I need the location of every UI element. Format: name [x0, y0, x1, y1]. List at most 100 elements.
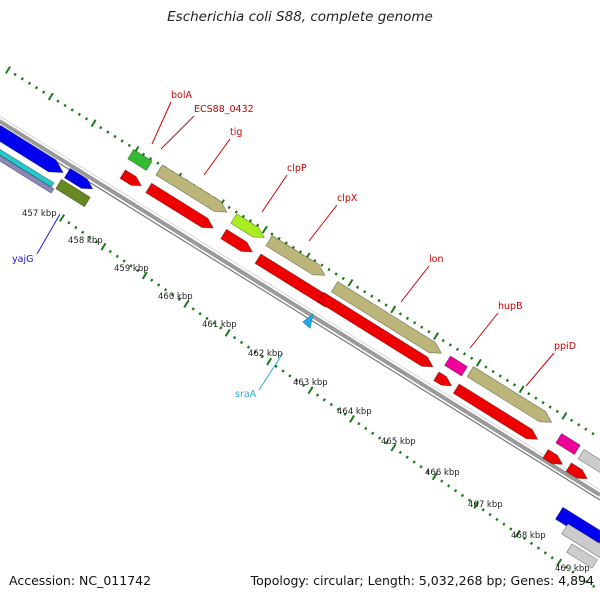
kbp-label: 461 kbp	[202, 320, 237, 330]
accession-text: Accession: NC_011742	[9, 573, 152, 588]
minor-tick	[34, 86, 39, 90]
cds-arrow	[317, 291, 434, 368]
minor-tick	[84, 117, 89, 121]
leader-line-lon	[400, 265, 430, 303]
cds-arrow	[119, 169, 142, 187]
minor-tick	[502, 522, 506, 526]
minor-tick	[281, 369, 285, 373]
cds-arrow-bolA	[127, 149, 153, 171]
cds-arrow	[220, 228, 253, 253]
leader-line-ECS88_0432	[160, 115, 195, 150]
minor-tick	[42, 90, 46, 94]
cds-arrow-clpX	[265, 235, 326, 276]
major-tick	[390, 443, 397, 452]
minor-tick	[413, 321, 417, 325]
minor-tick	[70, 108, 74, 112]
minor-tick	[108, 249, 112, 254]
minor-tick	[571, 570, 575, 574]
minor-tick	[577, 423, 581, 427]
minor-tick	[99, 125, 103, 130]
minor-tick	[122, 259, 126, 263]
minor-tick	[529, 541, 534, 546]
major-tick	[433, 332, 440, 341]
major-tick	[266, 357, 273, 366]
minor-tick	[495, 517, 499, 522]
minor-tick	[343, 412, 347, 416]
minor-tick	[467, 498, 471, 502]
minor-tick	[320, 263, 324, 267]
minor-tick	[419, 465, 423, 469]
minor-tick	[548, 405, 552, 409]
kbp-label: 464 kbp	[337, 407, 372, 417]
major-tick	[431, 472, 438, 481]
minor-tick	[74, 225, 78, 230]
minor-tick	[248, 219, 253, 223]
leader-line-yajG	[36, 213, 61, 255]
minor-tick	[585, 579, 589, 584]
minor-tick	[256, 223, 260, 227]
minor-tick	[191, 307, 195, 311]
major-tick	[224, 328, 231, 337]
kbp-label: 468 kbp	[511, 531, 546, 541]
minor-tick	[440, 479, 444, 483]
kbp-label: 469 kbp	[555, 564, 590, 574]
minor-tick	[592, 584, 596, 589]
minor-tick	[512, 383, 517, 387]
minor-tick	[87, 235, 92, 239]
minor-tick	[322, 398, 326, 402]
minor-tick	[398, 312, 402, 316]
minor-tick	[377, 436, 382, 440]
leader-line-hupB	[469, 312, 499, 349]
cds-arrow-ppiD	[466, 366, 553, 423]
minor-tick	[522, 536, 527, 541]
minor-tick	[274, 364, 278, 368]
minor-tick	[298, 250, 303, 254]
gene-label-ECS88_0432: ECS88_0432	[194, 104, 254, 115]
major-tick	[261, 225, 268, 234]
minor-tick	[455, 347, 460, 352]
minor-tick	[315, 393, 320, 397]
minor-tick	[232, 335, 237, 340]
gene-label-lon: lon	[429, 254, 443, 265]
minor-tick	[536, 546, 541, 550]
minor-tick	[591, 431, 595, 436]
leader-line-clpP	[261, 174, 288, 213]
minor-tick	[327, 267, 331, 272]
gene-label-clpP: clpP	[287, 163, 307, 174]
minor-tick	[534, 396, 538, 400]
cds-arrow-hupB	[444, 355, 468, 377]
kbp-label: 459 kbp	[114, 264, 149, 274]
feature-tracks	[0, 125, 600, 569]
gene-label-tig: tig	[230, 127, 242, 138]
minor-tick	[426, 469, 430, 474]
major-tick	[47, 92, 54, 101]
cds-arrow-clpP	[230, 213, 265, 238]
minor-tick	[67, 221, 71, 225]
gene-label-hupB: hupB	[498, 301, 523, 312]
minor-tick	[543, 551, 547, 555]
minor-tick	[384, 441, 389, 445]
minor-tick	[441, 338, 445, 343]
kbp-label: 467 kbp	[468, 500, 503, 510]
minor-tick	[412, 460, 416, 464]
cds-arrow	[452, 383, 539, 440]
minor-tick	[313, 259, 317, 263]
gene-label-yajG: yajG	[12, 254, 33, 265]
minor-tick	[246, 345, 251, 349]
cds-arrow	[433, 371, 453, 387]
minor-tick	[106, 130, 110, 134]
minor-tick	[569, 418, 574, 423]
outer-tick-ring	[5, 66, 595, 436]
major-tick	[475, 358, 482, 367]
kbp-label: 460 kbp	[158, 292, 193, 302]
cds-arrow	[0, 154, 55, 194]
minor-tick	[291, 245, 295, 250]
minor-tick	[239, 340, 244, 345]
cds-arrow	[565, 462, 588, 480]
gene-label-sraA: sraA	[235, 389, 257, 400]
cds-arrow-yajG	[0, 125, 64, 174]
major-tick	[307, 386, 314, 395]
major-tick	[183, 300, 190, 309]
kbp-label: 457 kbp	[22, 209, 57, 219]
label-leader-lines	[36, 101, 555, 391]
